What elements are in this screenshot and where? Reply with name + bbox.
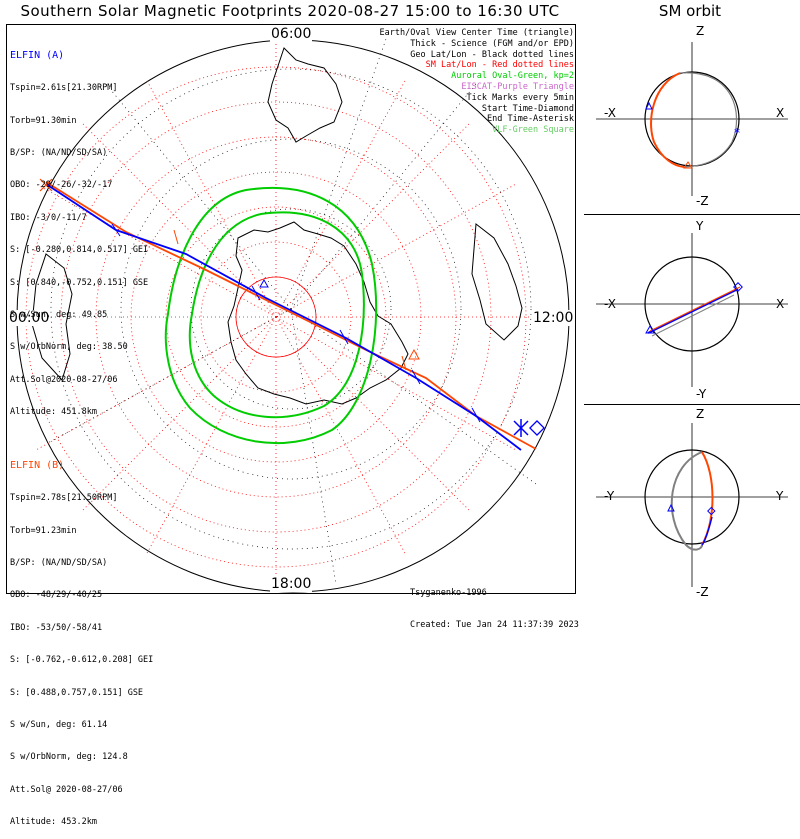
orbit-xz-bottom: -Z <box>696 194 709 208</box>
svg-text:*: * <box>734 126 740 140</box>
legend-item: VLF-Green Square <box>492 125 574 136</box>
south-america-coastline <box>267 47 343 143</box>
credits-author: Tsyganenko-1996 <box>410 587 487 598</box>
africa-coastline <box>471 223 523 341</box>
orbit-panel-xz: * Z -Z -X X <box>584 24 800 214</box>
orbit-yz-top: Z <box>696 407 705 421</box>
orbit-xz-plot: * <box>596 42 788 196</box>
legend-item: SM Lat/Lon - Red dotted lines <box>425 60 574 71</box>
credits: Tsyganenko-1996 Created: Tue Jan 24 11:3… <box>410 566 579 642</box>
mlt-label-left: 00:00 <box>8 310 51 326</box>
elfin-b-line: Tspin=2.78s[21.50RPM] <box>10 493 118 504</box>
legend-item: Auroral Oval-Green, kp=2 <box>451 71 574 82</box>
elfin-a-ticks <box>111 223 481 423</box>
orbit-panel-xy: Y -Y -X X <box>584 214 800 404</box>
elfin-b-ticks <box>173 229 407 371</box>
legend-item: Geo Lat/Lon - Black dotted lines <box>410 49 574 60</box>
elfin-a-line: IBO: -3/0/-11/7 <box>10 212 87 223</box>
elfin-b-start-asterisk <box>39 178 53 192</box>
orbit-xz-top: Z <box>696 24 705 38</box>
elfin-b-title: ELFIN (B) <box>10 459 65 471</box>
orbit-title: SM orbit <box>658 2 722 20</box>
main-title: Southern Solar Magnetic Footprints 2020-… <box>20 2 560 20</box>
elfin-a-line: Att.Sol@2020-08-27/06 <box>10 374 118 385</box>
elfin-a-line: S w/Sun, deg: 49.85 <box>10 309 108 320</box>
orbit-xy-left: -X <box>604 297 616 311</box>
mlt-label-right: 12:00 <box>532 310 575 326</box>
orbit-yz-left: -Y <box>604 489 615 503</box>
orbit-panels: * Z -Z -X X Y -Y -X X <box>584 24 800 600</box>
footprint-map <box>16 38 571 593</box>
orbit-panel-yz: Z -Z -Y Y <box>584 404 800 600</box>
elfin-a-line: Tspin=2.61s[21.30RPM] <box>10 83 118 94</box>
elfin-a-line: S: [-0.280,0.814,0.517] GEI <box>10 245 149 256</box>
orbit-yz-plot <box>596 423 788 587</box>
orbit-xy-plot <box>596 233 788 387</box>
elfin-a-info: ELFIN (A) Tspin=2.61s[21.30RPM] Torb=91.… <box>10 28 148 429</box>
legend-item: Start Time-Diamond <box>481 103 574 114</box>
elfin-b-line: Altitude: 453.2km <box>10 817 97 828</box>
antarctica-coastline <box>227 221 409 405</box>
elfin-a-line: Torb=91.30min <box>10 115 77 126</box>
elfin-b-line: Att.Sol@ 2020-08-27/06 <box>10 784 123 795</box>
elfin-b-line: S w/Sun, deg: 61.14 <box>10 719 108 730</box>
orbit-xz-right: X <box>776 106 785 120</box>
orbit-xy-right: X <box>776 297 785 311</box>
elfin-a-end-asterisk <box>513 419 529 437</box>
orbit-xz-left: -X <box>604 106 616 120</box>
elfin-a-view-triangle <box>259 278 269 288</box>
mlt-label-top: 06:00 <box>270 26 313 42</box>
elfin-b-line: S w/OrbNorm, deg: 124.8 <box>10 752 128 763</box>
auroral-ovals <box>164 186 378 445</box>
orbit-yz-bottom: -Z <box>696 585 709 599</box>
elfin-b-line: B/SP: (NA/ND/SD/SA) <box>10 557 108 568</box>
elfin-b-line: S: [-0.762,-0.612,0.208] GEI <box>10 655 154 666</box>
map-legend: Earth/Oval View Center Time (triangle) T… <box>380 28 574 136</box>
legend-item: End Time-Asterisk <box>487 114 574 125</box>
geo-lat-lon <box>45 38 537 585</box>
elfin-a-start-diamond <box>529 420 545 436</box>
elfin-a-line: B/SP: (NA/ND/SD/SA) <box>10 147 108 158</box>
elfin-b-view-triangle <box>408 348 420 360</box>
legend-item: Tick Marks every 5min <box>466 92 574 103</box>
legend-item: EISCAT-Purple Triangle <box>461 81 574 92</box>
mlt-label-bottom: 18:00 <box>270 576 313 592</box>
elfin-a-track <box>45 183 522 451</box>
orbit-xy-top: Y <box>696 219 704 233</box>
elfin-a-line: OBO: -29/-26/-32/-17 <box>10 180 113 191</box>
orbit-yz-right: Y <box>776 489 784 503</box>
orbit-xy-bottom: -Y <box>696 387 707 401</box>
elfin-b-line: Torb=91.23min <box>10 525 77 536</box>
elfin-b-line: S: [0.488,0.757,0.151] GSE <box>10 687 144 698</box>
elfin-a-line: Altitude: 451.8km <box>10 407 97 418</box>
legend-item: Thick - Science (FGM and/or EPD) <box>410 38 574 49</box>
elfin-a-title: ELFIN (A) <box>10 49 65 61</box>
australia-coastline <box>31 253 73 381</box>
elfin-a-line: S w/OrbNorm, deg: 38.50 <box>10 342 128 353</box>
credits-created: Created: Tue Jan 24 11:37:39 2023 <box>410 619 579 630</box>
elfin-b-line: IBO: -53/50/-58/41 <box>10 622 103 633</box>
elfin-a-line: S: [0.840,-0.752,0.151] GSE <box>10 277 149 288</box>
map-frame <box>6 24 576 594</box>
legend-item: Earth/Oval View Center Time (triangle) <box>379 28 574 38</box>
elfin-b-line: OBO: -48/29/-40/25 <box>10 590 103 601</box>
elfin-b-info: ELFIN (B) Tspin=2.78s[21.50RPM] Torb=91.… <box>10 438 153 839</box>
